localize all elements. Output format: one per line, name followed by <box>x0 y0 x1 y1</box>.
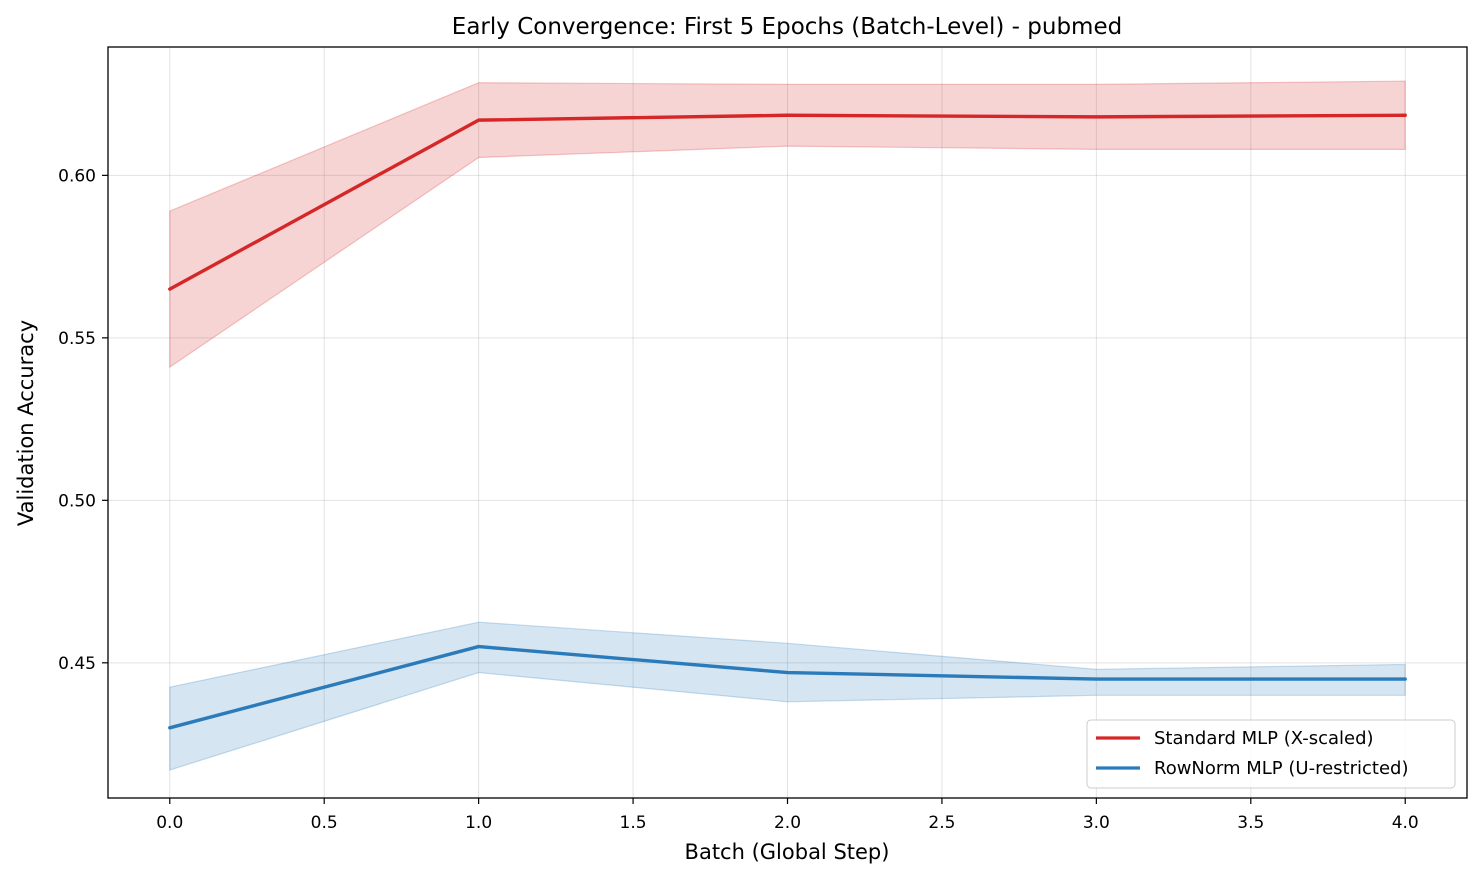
legend-box <box>1086 719 1456 789</box>
x-tick-label: 0.0 <box>156 813 183 833</box>
y-tick-label: 0.50 <box>58 491 96 511</box>
x-tick-label: 4.0 <box>1392 813 1419 833</box>
grid <box>108 47 1467 798</box>
x-axis-ticks: 0.0 0.5 1.0 1.5 2.0 2.5 3.0 3.5 4.0 <box>156 798 1419 833</box>
legend: Standard MLP (X-scaled) RowNorm MLP (U-r… <box>1086 719 1456 789</box>
y-axis-label: Validation Accuracy <box>14 320 38 526</box>
x-tick-label: 3.0 <box>1083 813 1110 833</box>
legend-label-rownorm-mlp: RowNorm MLP (U-restricted) <box>1154 758 1408 779</box>
y-tick-label: 0.45 <box>58 654 96 674</box>
y-tick-label: 0.60 <box>58 166 96 186</box>
y-tick-label: 0.55 <box>58 329 96 349</box>
x-axis-label: Batch (Global Step) <box>685 840 890 864</box>
legend-label-standard-mlp: Standard MLP (X-scaled) <box>1154 728 1374 749</box>
confidence-bands <box>169 80 1406 771</box>
x-tick-label: 1.5 <box>620 813 647 833</box>
line-rownorm-mlp <box>168 644 1407 730</box>
x-tick-label: 3.5 <box>1237 813 1264 833</box>
x-tick-label: 2.5 <box>928 813 955 833</box>
x-tick-label: 2.0 <box>774 813 801 833</box>
series-lines <box>168 113 1407 730</box>
line-standard-mlp <box>168 113 1407 291</box>
x-tick-label: 0.5 <box>311 813 338 833</box>
band-rownorm-mlp <box>169 621 1406 771</box>
x-tick-label: 1.0 <box>465 813 492 833</box>
y-axis-ticks: 0.45 0.50 0.55 0.60 <box>58 166 108 674</box>
band-standard-mlp <box>169 80 1406 369</box>
chart-title: Early Convergence: First 5 Epochs (Batch… <box>452 14 1122 40</box>
